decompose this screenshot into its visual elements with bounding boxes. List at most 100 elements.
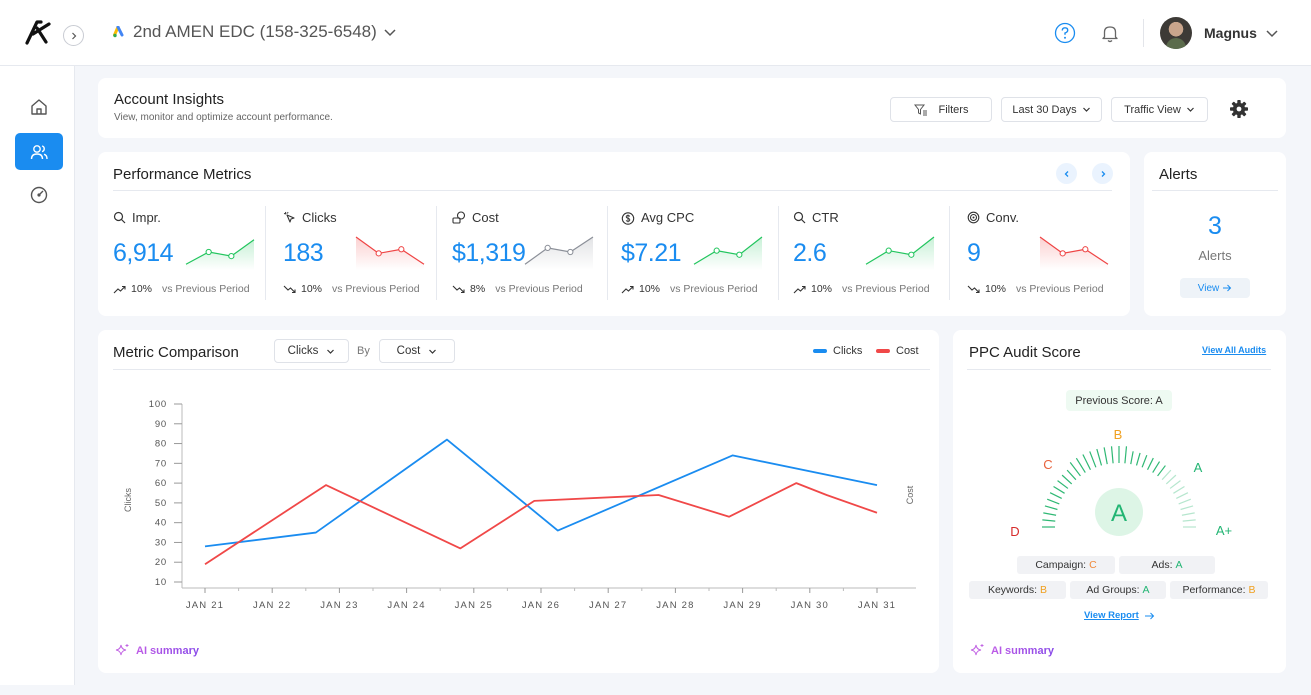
score-chip-ads: Ads: A <box>1119 556 1215 574</box>
series-line-cost <box>204 482 878 565</box>
account-insights-header: Account Insights View, monitor and optim… <box>98 78 1286 138</box>
sparkline-point <box>885 247 892 254</box>
metric-a-value: Clicks <box>287 345 319 357</box>
metric-ctr[interactable]: CTR 2.6 10% vs Previous Period <box>793 205 953 300</box>
divider <box>436 206 437 300</box>
gauge-tick <box>1165 474 1177 485</box>
dollar-circle-icon <box>621 211 635 225</box>
y-tick-label: 50 <box>155 498 167 509</box>
date-range-select[interactable]: Last 30 Days <box>1001 97 1102 122</box>
x-tick-label: JAN 25 <box>455 600 493 611</box>
avatar[interactable] <box>1160 17 1192 49</box>
metric-b-select[interactable]: Cost <box>379 339 455 363</box>
metric-conversions[interactable]: Conv. 9 10% vs Previous Period <box>967 205 1127 300</box>
metric-label: Conv. <box>986 210 1019 225</box>
y-tick-label: 100 <box>149 399 167 410</box>
metric-avg-cpc[interactable]: Avg CPC $7.21 10% vs Previous Period <box>621 205 781 300</box>
legend-item-clicks[interactable]: Clicks <box>813 345 862 357</box>
view-all-audits-link[interactable]: View All Audits <box>1202 345 1267 355</box>
gauge-tick <box>1180 505 1194 511</box>
alerts-card: Alerts 3 Alerts View <box>1144 152 1286 316</box>
x-tick-label: JAN 21 <box>186 600 224 611</box>
sparkline-point <box>736 251 743 258</box>
metric-label: Cost <box>472 210 499 225</box>
sidebar-item-audit[interactable] <box>15 176 63 213</box>
trend-down-icon <box>967 285 980 293</box>
top-bar: 2nd AMEN EDC (158-325-6548) Magnus <box>0 0 1311 66</box>
metric-change: 10% <box>301 283 323 295</box>
trend-down-icon <box>452 285 465 293</box>
settings-button[interactable] <box>1229 99 1249 119</box>
gauge-tick <box>1135 452 1141 466</box>
sidebar-item-home[interactable] <box>15 88 63 125</box>
sparkline-line <box>693 236 763 265</box>
divider <box>607 206 608 300</box>
ai-summary-button[interactable]: AI summary <box>115 643 199 658</box>
legend-item-cost[interactable]: Cost <box>876 345 919 357</box>
logo[interactable] <box>24 18 52 46</box>
scale-label-a: A <box>1194 460 1203 475</box>
bell-icon <box>1102 26 1118 43</box>
chevron-right-icon <box>1101 170 1105 177</box>
gauge-tick <box>1169 480 1181 489</box>
sparkle-icon <box>970 644 984 656</box>
arrow-right-icon <box>1144 612 1154 619</box>
metric-impressions[interactable]: Impr. 6,914 10% vs Previous Period <box>113 205 273 300</box>
metric-change: 8% <box>470 283 486 295</box>
user-name: Magnus <box>1204 25 1257 41</box>
scale-label-c: C <box>1043 457 1052 472</box>
chevron-left-icon <box>1064 170 1068 177</box>
previous-score-badge: Previous Score: A <box>1066 390 1172 411</box>
x-tick-label: JAN 26 <box>522 600 560 611</box>
metric-cost[interactable]: Cost $1,319 8% vs Previous Period <box>452 205 612 300</box>
gauge-tick <box>1141 454 1148 468</box>
sparkline-line <box>865 236 935 265</box>
x-tick-label: JAN 28 <box>656 600 694 611</box>
gauge-tick <box>1075 457 1086 473</box>
metric-a-select[interactable]: Clicks <box>274 339 349 363</box>
sidebar-item-users[interactable] <box>15 133 63 170</box>
account-selector[interactable]: 2nd AMEN EDC (158-325-6548) <box>113 22 397 42</box>
divider <box>1152 190 1278 191</box>
chevron-right-icon <box>71 32 76 39</box>
sparkline-area <box>1040 237 1108 270</box>
gauge-tick <box>1182 519 1196 522</box>
view-mode-select[interactable]: Traffic View <box>1111 97 1208 122</box>
sparkline-point <box>713 247 720 254</box>
sidebar-expand-button[interactable] <box>63 25 84 46</box>
help-button[interactable] <box>1053 21 1077 45</box>
scale-label-b: B <box>1114 427 1123 442</box>
user-menu[interactable]: Magnus <box>1204 25 1279 41</box>
view-mode-value: Traffic View <box>1124 103 1181 116</box>
chevron-down-icon <box>1186 107 1194 112</box>
score-chip-keywords: Keywords: B <box>969 581 1066 599</box>
filters-button[interactable]: Filters <box>890 97 992 122</box>
metric-clicks[interactable]: Clicks 183 10% vs Previous Period <box>283 205 443 300</box>
audit-title: PPC Audit Score <box>969 344 1081 361</box>
view-alerts-button[interactable]: View <box>1180 278 1250 298</box>
legend-swatch <box>813 349 827 353</box>
page-title: Account Insights <box>114 91 225 108</box>
previous-button[interactable] <box>1056 163 1077 184</box>
metric-compare: vs Previous Period <box>842 283 930 295</box>
view-report-link[interactable]: View Report <box>1084 610 1155 621</box>
sparkline <box>1039 236 1109 270</box>
legend-label: Clicks <box>833 345 863 357</box>
ai-summary-button[interactable]: AI summary <box>970 643 1054 658</box>
gauge-tick <box>1157 465 1166 477</box>
notifications-button[interactable] <box>1098 21 1122 45</box>
gauge-tick <box>1103 447 1108 465</box>
metric-label: CTR <box>812 210 839 225</box>
y-tick-label: 40 <box>155 518 167 529</box>
metric-compare: vs Previous Period <box>495 283 583 295</box>
gauge-tick <box>1161 469 1172 481</box>
metric-value: 183 <box>283 239 324 267</box>
metric-value: $1,319 <box>452 239 526 267</box>
alerts-title: Alerts <box>1159 166 1198 183</box>
next-button[interactable] <box>1092 163 1113 184</box>
y2-axis-label: Cost <box>905 485 915 504</box>
y-tick-label: 20 <box>155 557 167 568</box>
sparkline-point <box>398 246 405 253</box>
x-tick-label: JAN 22 <box>253 600 291 611</box>
trend-up-icon <box>793 285 806 293</box>
